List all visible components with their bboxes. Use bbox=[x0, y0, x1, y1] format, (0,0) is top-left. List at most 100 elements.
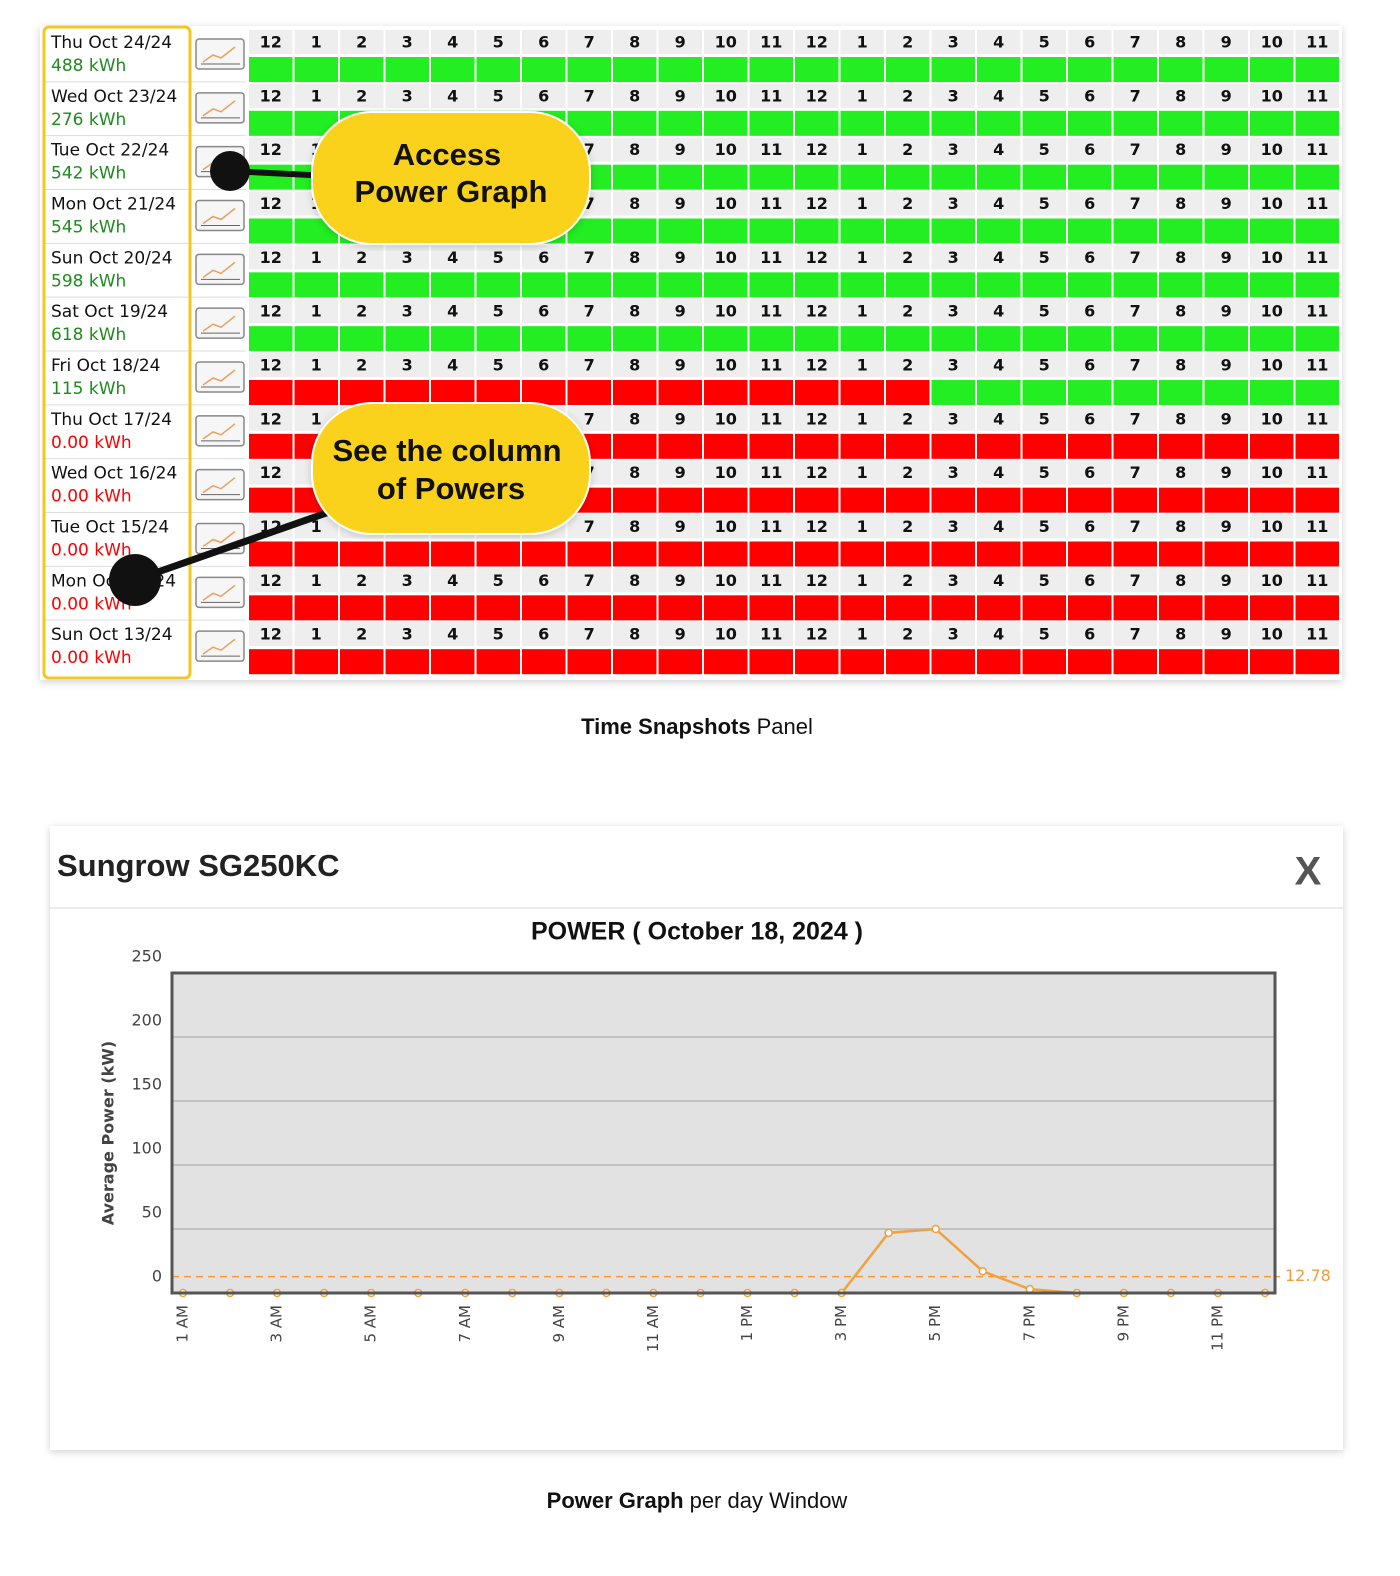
graph-icon[interactable] bbox=[195, 92, 245, 124]
graph-icon[interactable] bbox=[195, 307, 245, 339]
hour-label: 7 bbox=[584, 86, 595, 105]
hour-header bbox=[1204, 460, 1248, 485]
y-tick-label: 250 bbox=[131, 947, 162, 966]
hour-header bbox=[704, 245, 748, 270]
hour-label: 3 bbox=[948, 194, 959, 213]
hour-label: 12 bbox=[260, 571, 282, 590]
status-cell bbox=[1113, 326, 1157, 352]
graph-icon[interactable] bbox=[195, 38, 245, 70]
hour-label: 1 bbox=[857, 140, 868, 159]
hour-header bbox=[1113, 191, 1157, 216]
status-cell bbox=[476, 272, 520, 298]
hour-header bbox=[1113, 406, 1157, 431]
status-cell bbox=[567, 57, 611, 82]
status-cell bbox=[749, 649, 793, 675]
hour-header bbox=[476, 568, 520, 593]
hour-label: 5 bbox=[1039, 86, 1050, 105]
hour-label: 7 bbox=[1130, 517, 1141, 536]
hour-header bbox=[886, 514, 930, 539]
status-cell bbox=[1159, 218, 1203, 244]
x-tick-label: 3 AM bbox=[268, 1305, 286, 1343]
hour-header bbox=[704, 568, 748, 593]
hour-header bbox=[704, 30, 748, 54]
hour-label: 2 bbox=[902, 625, 913, 644]
status-cell bbox=[886, 595, 930, 621]
hour-header bbox=[249, 622, 293, 647]
graph-icon[interactable] bbox=[195, 415, 245, 447]
hour-label: 2 bbox=[902, 302, 913, 321]
hour-label: 8 bbox=[629, 517, 640, 536]
graph-icon[interactable] bbox=[195, 361, 245, 393]
graph-icon[interactable] bbox=[195, 199, 245, 232]
status-cell bbox=[1159, 110, 1203, 136]
status-cell bbox=[977, 164, 1021, 190]
hour-header bbox=[1022, 299, 1066, 324]
hour-label: 4 bbox=[993, 248, 1004, 267]
hour-header bbox=[658, 245, 702, 270]
icon-frame bbox=[195, 415, 245, 447]
status-cell bbox=[840, 110, 884, 136]
status-cell bbox=[795, 218, 839, 244]
hour-header bbox=[749, 460, 793, 485]
status-cell bbox=[249, 487, 293, 513]
graph-icon[interactable] bbox=[195, 253, 245, 286]
hour-label: 5 bbox=[1039, 302, 1050, 321]
graph-icon[interactable] bbox=[195, 576, 245, 609]
hour-label: 3 bbox=[402, 356, 413, 375]
hour-label: 4 bbox=[993, 517, 1004, 536]
x-tick-label: 5 AM bbox=[362, 1305, 380, 1343]
hour-header bbox=[977, 191, 1021, 216]
status-cell bbox=[931, 649, 975, 675]
hour-label: 12 bbox=[806, 33, 828, 52]
status-cell bbox=[1295, 326, 1339, 352]
hour-label: 12 bbox=[260, 194, 282, 213]
hour-label: 6 bbox=[1084, 33, 1095, 52]
status-cell bbox=[1068, 380, 1112, 405]
hour-header bbox=[749, 353, 793, 377]
status-cell bbox=[613, 326, 657, 352]
status-cell bbox=[294, 595, 338, 621]
graph-icon[interactable] bbox=[195, 630, 245, 662]
status-cell bbox=[704, 380, 748, 405]
hour-label: 3 bbox=[948, 140, 959, 159]
status-cell bbox=[977, 57, 1021, 82]
status-cell bbox=[1295, 110, 1339, 136]
hour-label: 4 bbox=[993, 33, 1004, 52]
hour-label: 3 bbox=[948, 517, 959, 536]
hour-label: 7 bbox=[1130, 625, 1141, 644]
plot-border bbox=[170, 971, 1277, 1295]
close-button[interactable]: X bbox=[1295, 850, 1322, 894]
hour-label: 10 bbox=[715, 302, 737, 321]
hour-label: 9 bbox=[1221, 248, 1232, 267]
hour-header bbox=[1113, 137, 1157, 162]
status-cell bbox=[1113, 164, 1157, 190]
status-cell bbox=[431, 380, 475, 405]
hour-header bbox=[704, 83, 748, 108]
hour-label: 3 bbox=[948, 571, 959, 590]
status-cell bbox=[522, 272, 566, 298]
status-cell bbox=[840, 649, 884, 675]
hour-header bbox=[294, 30, 338, 54]
hour-label: 7 bbox=[584, 248, 595, 267]
hour-header bbox=[1159, 137, 1203, 162]
hour-label: 12 bbox=[806, 356, 828, 375]
hour-header bbox=[840, 137, 884, 162]
hour-header bbox=[658, 406, 702, 431]
hour-label: 8 bbox=[1175, 248, 1186, 267]
hour-label: 10 bbox=[1261, 194, 1283, 213]
hour-header bbox=[340, 83, 384, 108]
hour-header bbox=[1250, 191, 1294, 216]
hour-header bbox=[931, 245, 975, 270]
status-cell bbox=[795, 326, 839, 352]
status-cell bbox=[249, 541, 293, 567]
status-cell bbox=[1159, 57, 1203, 82]
status-cell bbox=[977, 380, 1021, 405]
hour-label: 3 bbox=[402, 33, 413, 52]
status-cell bbox=[613, 164, 657, 190]
graph-icon[interactable] bbox=[195, 468, 245, 501]
hour-header bbox=[613, 460, 657, 485]
hour-header bbox=[977, 622, 1021, 647]
status-cell bbox=[1022, 110, 1066, 136]
hour-label: 12 bbox=[806, 517, 828, 536]
